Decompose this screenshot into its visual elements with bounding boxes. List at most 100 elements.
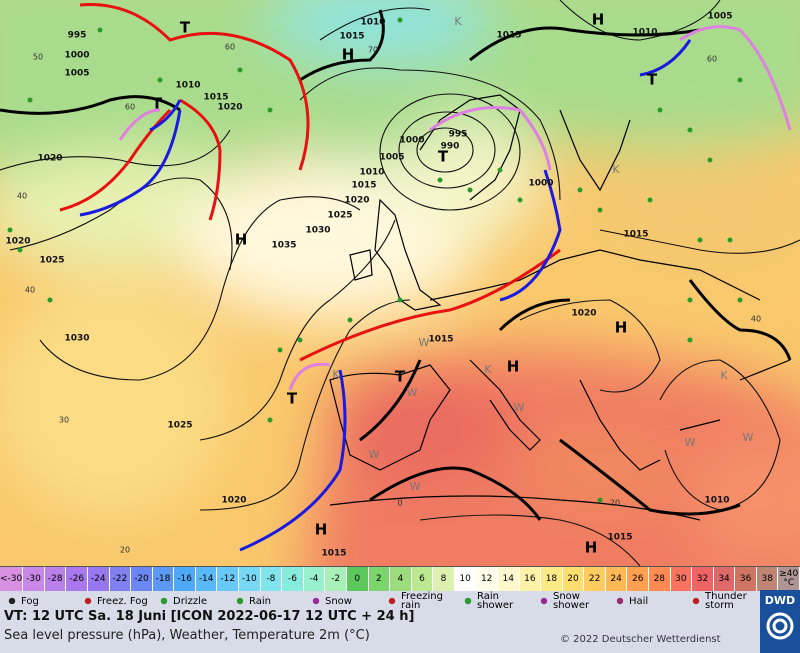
isobar-label: 1020 (221, 496, 246, 506)
legend-label: Freezing rain (401, 591, 443, 611)
scale-cell: -10 (239, 567, 261, 591)
scale-cell: -12 (217, 567, 240, 591)
legend-label: Fog (21, 595, 39, 607)
weather-symbol (687, 297, 693, 303)
weather-symbol (397, 17, 403, 23)
scale-cell: 18 (541, 567, 563, 591)
legend-item: Rain (228, 595, 304, 607)
isobar-label: 1015 (321, 549, 346, 559)
legend-item: Freezing rain (380, 591, 456, 611)
scale-cell: -30 (23, 567, 45, 591)
isobar-label: 1025 (39, 256, 64, 266)
isobar-label: 1010 (632, 28, 657, 38)
high-pressure: H (507, 358, 520, 376)
low-pressure: T (438, 148, 449, 166)
scale-cell: -2 (325, 567, 347, 591)
scale-cell: -24 (87, 567, 110, 591)
temperature-field (0, 0, 800, 566)
scale-cell: -18 (152, 567, 175, 591)
isobar-label: 995 (449, 130, 468, 140)
legend-item: Fog (0, 595, 76, 607)
weather-symbol (47, 297, 53, 303)
legend-icon (234, 595, 246, 607)
scale-cell: 20 (562, 567, 585, 591)
legend-label: Rain (249, 595, 271, 607)
cold-air-mark: K (332, 368, 340, 381)
isobar-label: 1000 (64, 51, 89, 61)
isobar-label: 1005 (707, 12, 732, 22)
scale-cell: -20 (131, 567, 153, 591)
scale-cell: -16 (174, 567, 196, 591)
isobar-label: 1010 (175, 81, 200, 91)
dwd-logo: DWD (760, 590, 800, 653)
legend-label: Thunder storm (705, 591, 747, 611)
temperature-scale: <-30 -30 -28 -26 -24 -22 -20 -18 -16 -14 -12 -10 -8-… (0, 566, 800, 591)
warm-air-mark: W (743, 431, 754, 444)
weather-symbol (577, 187, 583, 193)
isobar-label: 1035 (271, 241, 296, 251)
weather-legend: Fog Freez. Fog Drizzle Rain Snow Freezing rai… (0, 590, 760, 612)
weather-symbol (27, 97, 33, 103)
isobar-label: 1025 (327, 211, 352, 221)
scale-cell: 12 (476, 567, 498, 591)
low-pressure: T (152, 95, 163, 113)
isotherm-label: 40 (25, 286, 35, 295)
scale-cell: 30 (670, 567, 693, 591)
high-pressure: H (342, 46, 355, 64)
weather-symbol (737, 77, 743, 83)
isobar-label: 1015 (203, 93, 228, 103)
isobar-label: 995 (68, 31, 87, 41)
scale-cell: 8 (433, 567, 455, 591)
weather-symbol (347, 317, 353, 323)
isobar-label: 1010 (704, 496, 729, 506)
scale-cell: -28 (44, 567, 67, 591)
thick-isobars (0, 9, 792, 521)
legend-item: Hail (608, 595, 684, 607)
scale-cell: 2 (368, 567, 391, 591)
map: 9951000100510101015102010201020102510301… (0, 0, 800, 566)
isobar-label: 1030 (64, 334, 89, 344)
isobar-label: 1015 (607, 533, 632, 543)
cold-air-mark: K (454, 15, 462, 28)
legend-item: Thunder storm (684, 591, 760, 611)
legend-item: Rain shower (456, 592, 532, 611)
isobar-label: 1030 (305, 226, 330, 236)
isotherm-label: 70 (368, 46, 378, 55)
scale-cell: 32 (692, 567, 714, 591)
scale-cell: 38 (756, 567, 779, 591)
weather-symbol (707, 157, 713, 163)
high-pressure: H (315, 521, 328, 539)
isotherm-label: 60 (225, 43, 235, 52)
warm-air-mark: W (419, 336, 430, 349)
weather-symbol (437, 177, 443, 183)
isobar-label: 1000 (528, 179, 553, 189)
weather-symbol (597, 497, 603, 503)
isotherm-label: 60 (707, 55, 717, 64)
isobar-label: 990 (441, 142, 460, 152)
legend-icon (386, 595, 398, 607)
weather-symbol (237, 67, 243, 73)
scale-cell: 10 (454, 567, 477, 591)
isobar-label: 1005 (379, 153, 404, 163)
legend-icon (538, 595, 550, 607)
scale-cell: 6 (411, 567, 434, 591)
high-pressure: H (235, 231, 248, 249)
warm-air-mark: W (407, 386, 418, 399)
legend-icon (82, 595, 94, 607)
warm-air-mark: W (369, 448, 380, 461)
weather-symbol (737, 297, 743, 303)
isobar-label: 1020 (37, 154, 62, 164)
legend-icon (462, 595, 474, 607)
high-pressure: H (585, 539, 598, 557)
weather-symbols (7, 17, 743, 503)
cold-air-mark: K (612, 163, 620, 176)
weather-symbol (97, 27, 103, 33)
fronts (59, 2, 792, 552)
logo-text: DWD (764, 594, 796, 607)
low-pressure: T (180, 19, 191, 37)
scale-cell: -26 (66, 567, 88, 591)
warm-air-mark: W (514, 401, 525, 414)
weather-symbol (7, 227, 13, 233)
legend-item: Snow (304, 595, 380, 607)
scale-cell: 34 (713, 567, 736, 591)
